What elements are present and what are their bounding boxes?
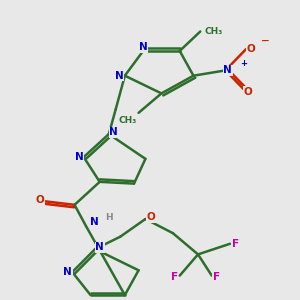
- Text: F: F: [232, 239, 239, 249]
- Text: N: N: [90, 217, 99, 227]
- Text: N: N: [224, 65, 232, 75]
- Text: N: N: [115, 71, 124, 81]
- Text: N: N: [75, 152, 83, 162]
- Text: F: F: [171, 272, 178, 282]
- Text: O: O: [246, 44, 255, 54]
- Text: N: N: [109, 127, 118, 137]
- Text: +: +: [240, 58, 247, 68]
- Text: N: N: [139, 42, 148, 52]
- Text: N: N: [63, 267, 72, 277]
- Text: O: O: [146, 212, 155, 222]
- Text: −: −: [261, 36, 269, 46]
- Text: O: O: [36, 194, 45, 205]
- Text: H: H: [105, 213, 113, 222]
- Text: N: N: [95, 242, 104, 252]
- Text: O: O: [244, 87, 253, 97]
- Text: CH₃: CH₃: [205, 27, 223, 36]
- Text: CH₃: CH₃: [118, 116, 136, 125]
- Text: F: F: [213, 272, 220, 282]
